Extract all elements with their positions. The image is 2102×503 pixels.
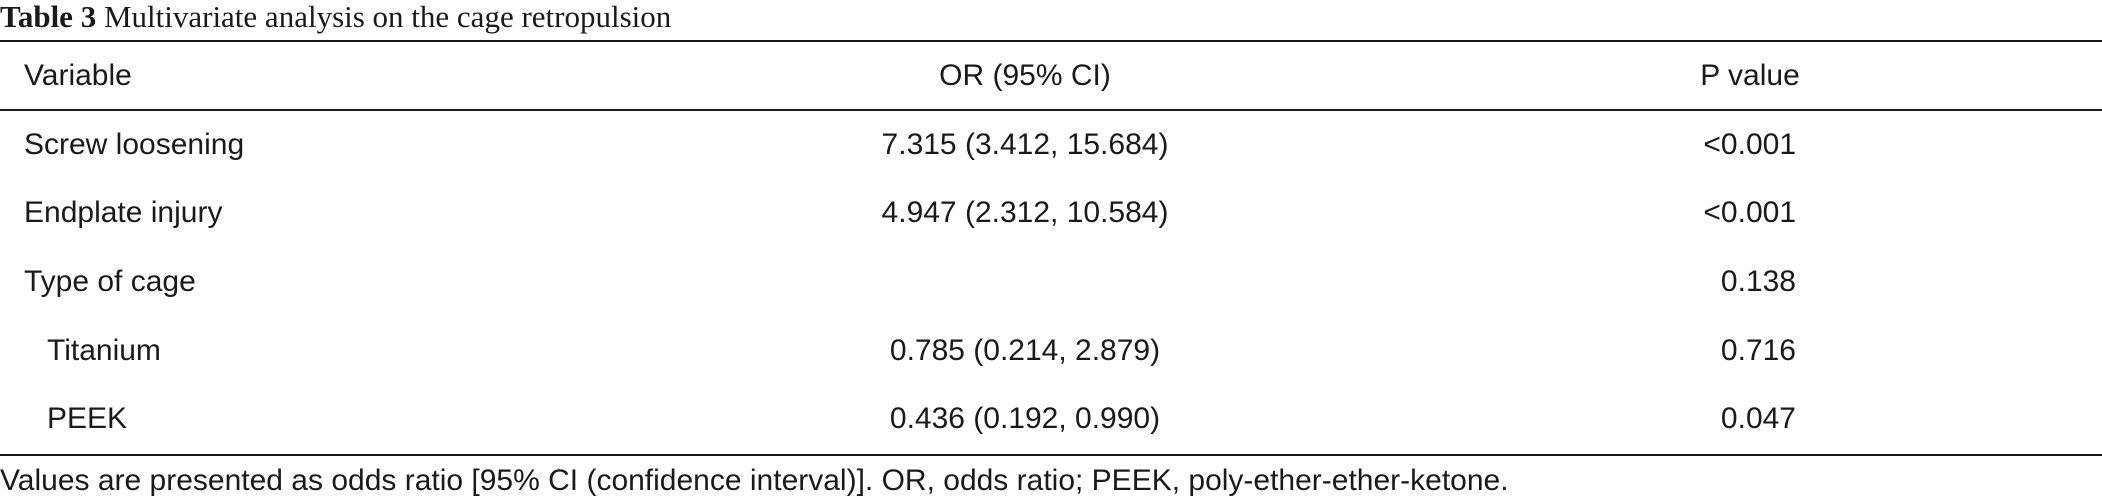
table-caption-label: Table 3 [0,0,97,34]
table-row: Screw loosening 7.315 (3.412, 15.684) <0… [0,111,2102,179]
table-row: Endplate injury 4.947 (2.312, 10.584) <0… [0,179,2102,247]
row-p-value: <0.001 [1703,196,1796,229]
row-p-value: <0.001 [1703,128,1796,161]
header-rule [0,109,2102,111]
table-header-row: Variable OR (95% CI) P value [0,42,2102,110]
table-caption: Table 3 Multivariate analysis on the cag… [0,0,671,40]
row-or: 0.436 (0.192, 0.990) [889,402,1161,435]
row-p-value: 0.138 [1720,265,1796,298]
table-row: Type of cage 0.138 [0,248,2102,316]
row-variable: PEEK [47,402,128,435]
header-or: OR (95% CI) [939,59,1111,92]
table-caption-text: Multivariate analysis on the cage retrop… [103,0,672,34]
header-p-value: P value [1700,59,1800,92]
row-variable: Type of cage [24,265,196,298]
row-or [650,248,1400,316]
table-row: Titanium 0.785 (0.214, 2.879) 0.716 [0,317,2102,385]
row-p-value: 0.716 [1720,334,1796,367]
row-variable: Titanium [47,334,161,367]
table-row: PEEK 0.436 (0.192, 0.990) 0.047 [0,385,2102,453]
row-or: 0.785 (0.214, 2.879) [889,334,1161,367]
row-or: 4.947 (2.312, 10.584) [881,196,1169,229]
row-or: 7.315 (3.412, 15.684) [881,128,1169,161]
bottom-rule [0,454,2102,456]
header-variable: Variable [24,59,132,92]
table-footnote: Values are presented as odds ratio [95% … [0,464,1509,497]
row-p-value: 0.047 [1720,402,1796,435]
row-variable: Endplate injury [24,196,223,229]
top-rule [0,40,2102,42]
row-variable: Screw loosening [24,128,245,161]
